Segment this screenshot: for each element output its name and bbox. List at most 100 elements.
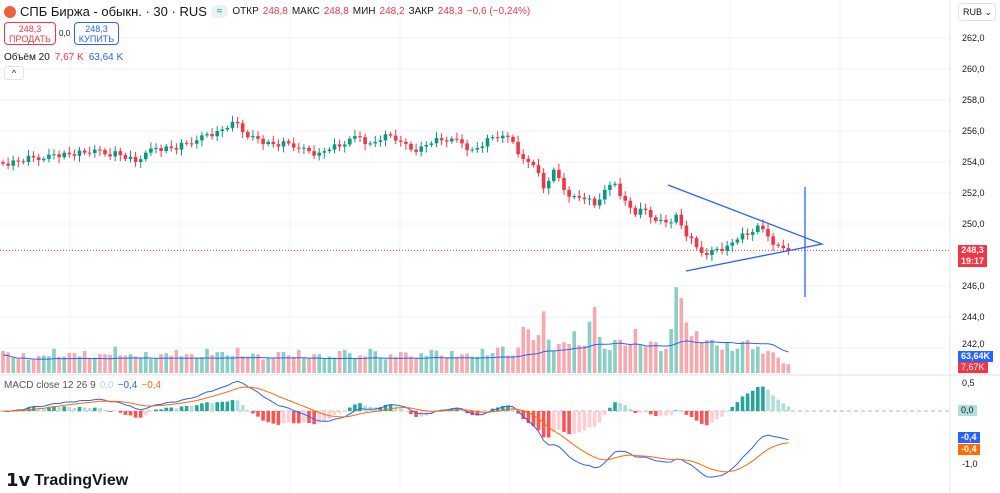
currency-select[interactable]: RUB ⌄ [958,3,996,21]
volume-bar [567,343,571,373]
macd-histogram-bar [735,402,740,411]
volume-bar [256,354,260,373]
candle [684,225,689,237]
macd-histogram-bar [480,411,485,415]
volume-bar [276,352,281,373]
tradingview-logo-icon: 𝟭𝘃 [6,470,31,490]
macd-histogram-bar [603,411,607,416]
macd-histogram-bar [694,411,699,421]
sell-button[interactable]: 248,3 ПРОДАТЬ [4,22,56,45]
volume-bar [235,347,240,373]
macd-histogram-bar [536,411,541,431]
candle [475,148,480,150]
candle [358,136,362,138]
volume-bar [725,342,729,373]
volume-bar [735,348,740,373]
candle [455,138,459,140]
volume-bar [613,340,617,373]
candle [87,152,92,154]
volume-bar [674,287,678,373]
macd-histogram-bar [654,411,658,416]
macd-histogram-bar [567,411,571,435]
candle [52,154,56,156]
volume-bar [664,348,668,373]
macd-histogram-bar [705,411,709,426]
macd-histogram-bar [93,407,97,411]
macd-histogram-bar [240,404,245,411]
buy-button[interactable]: 248,3 КУПИТЬ [74,22,119,45]
tradingview-logo[interactable]: 𝟭𝘃 TradingView [6,470,128,491]
volume-bar [684,322,689,373]
candle [108,154,112,157]
macd-histogram-bar [220,401,225,411]
volume-bar [536,335,541,373]
candle [465,143,469,151]
candle [516,141,520,155]
candle [174,148,179,150]
macd-histogram-bar [57,407,61,411]
macd-histogram-bar [82,407,87,411]
macd-label: MACD close 12 26 9 [4,380,96,391]
buy-price: 248,3 [85,23,108,34]
candle [679,214,684,226]
macd-histogram-bar [771,395,775,411]
candle [613,183,617,185]
macd-legend[interactable]: MACD close 12 26 9 0,0 −0,4 −0,4 [4,380,161,391]
candle [429,143,434,145]
volume-bar [495,347,500,373]
volume-bar [348,353,352,373]
candle [251,136,255,138]
macd-histogram-bar [118,411,123,413]
macd-histogram-bar [205,402,209,411]
price-axis-label: 242,0 [962,339,985,349]
price-axis-label: 244,0 [962,312,985,322]
bar-countdown: 19:17 [961,256,985,266]
volume-bar [113,346,117,373]
volume-bar [52,348,56,373]
candle [633,207,638,215]
candle [67,152,72,155]
candle [246,132,250,138]
volume-bar [720,349,724,373]
macd-histogram-bar [633,411,638,414]
last-price: 248,3 [961,245,984,255]
macd-histogram-bar [307,411,311,423]
candle [409,143,413,150]
candle [750,232,755,235]
candle [271,141,276,145]
macd-histogram-bar [587,411,592,428]
candle [766,229,770,237]
candle [327,149,332,152]
candle [159,148,163,151]
volume-bar [450,351,454,373]
collapse-legend-button[interactable]: ^ [4,66,24,80]
macd-histogram-bar [174,408,179,411]
candle [618,183,622,196]
market-status-pill[interactable]: ≈ [210,5,229,18]
macd-histogram-bar [399,408,403,411]
macd-histogram-bar [138,411,143,418]
candle [138,159,143,162]
macd-histogram-bar [409,411,413,415]
volume-bar [118,355,123,373]
candle [781,245,786,249]
macd-histogram-bar [429,411,434,414]
volume-bar [358,355,362,373]
volume-value: 7,67 K [54,52,84,63]
candle [511,136,515,142]
candle [93,149,97,154]
macd-histogram-bar [710,411,714,423]
volume-legend[interactable]: Объём 20 7,67 K 63,64 K [4,52,123,63]
volume-bar [414,358,418,373]
macd-histogram-bar [103,409,107,411]
volume-bar [531,340,536,373]
symbol-title[interactable]: СПБ Биржа - обыкн. · 30 · RUS [20,4,207,19]
macd-histogram-bar [47,406,51,411]
volume-bar [159,354,163,373]
volume-bar [480,348,485,373]
volume-bar [399,352,403,373]
candle [240,123,245,133]
volume-bar [485,355,490,373]
volume-bar [740,341,745,373]
